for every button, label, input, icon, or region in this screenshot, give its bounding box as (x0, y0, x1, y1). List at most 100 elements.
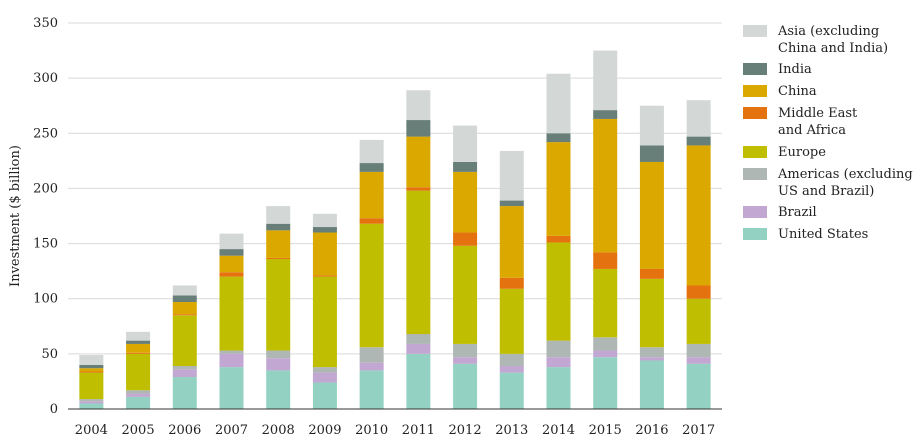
bar-segment (126, 393, 151, 397)
bar-segment (312, 227, 337, 233)
bar-segment (359, 163, 384, 172)
bar-segment (266, 206, 291, 224)
bar-segment (406, 90, 431, 121)
y-axis-ticks: 0 50 100 150 200 250 300 350 (33, 16, 58, 417)
bar-segment (79, 399, 104, 402)
bar-segment (219, 249, 244, 256)
bar-segment (359, 223, 384, 348)
legend-swatch (743, 63, 767, 75)
bar-segment (312, 275, 337, 277)
bar-segment (219, 367, 244, 409)
x-tick-label: 2008 (262, 423, 295, 438)
y-tick-label: 300 (33, 71, 58, 86)
bar-segment (453, 245, 478, 344)
bar-segment (546, 142, 571, 236)
y-tick-label: 350 (33, 16, 58, 31)
bar-segment (172, 285, 197, 296)
bar-segment (453, 343, 478, 358)
bar-segment (79, 372, 104, 400)
bar-segment (266, 358, 291, 371)
grid-lines (68, 22, 722, 355)
bar-segment (453, 171, 478, 233)
bar-segment (406, 353, 431, 409)
bar-segment (79, 371, 104, 373)
bar-segment (639, 105, 664, 146)
bar-segment (266, 230, 291, 258)
bar-segment (406, 136, 431, 188)
y-tick-label: 100 (33, 292, 58, 307)
bar-segment (312, 232, 337, 276)
bar-segment (79, 354, 104, 365)
bar-segment (546, 357, 571, 368)
bar-segment (499, 365, 524, 373)
bar-segment (172, 377, 197, 409)
legend-label: Europe (778, 145, 826, 160)
bar-segment (593, 268, 618, 338)
x-tick-label: 2006 (168, 423, 201, 438)
bar-segment (686, 145, 711, 286)
bar-segment (546, 367, 571, 409)
bar-segment (546, 242, 571, 341)
legend-label: Asia (excluding (777, 24, 879, 39)
bar-segment (359, 362, 384, 371)
bar-segment (126, 331, 151, 341)
y-tick-label: 200 (33, 181, 58, 196)
bar-segment (499, 288, 524, 354)
bar-segment (639, 357, 664, 361)
legend-label-line2: US and Brazil) (778, 184, 874, 199)
bar-segment (266, 370, 291, 409)
legend-label-line2: China and India) (778, 41, 888, 56)
legend-swatch (743, 228, 767, 240)
bar-segment (453, 125, 478, 162)
bar-segment (639, 268, 664, 279)
bar-segment (126, 352, 151, 354)
bar-segment (593, 252, 618, 269)
x-tick-label: 2016 (635, 423, 668, 438)
bar-segment (266, 257, 291, 260)
bar-segment (639, 347, 664, 358)
x-tick-label: 2014 (542, 423, 575, 438)
legend-label: Brazil (778, 205, 817, 220)
bar-segment (406, 187, 431, 191)
bar-segment (686, 363, 711, 409)
legend-label: United States (778, 227, 868, 242)
bar-segment (453, 363, 478, 409)
bar-segment (546, 133, 571, 143)
bar-segment (546, 235, 571, 243)
x-axis-ticks: 2004 2005 2006 2007 2008 2009 2010 2011 2012 2013… (75, 423, 715, 438)
bar-segment (79, 401, 104, 404)
bar-segment (126, 396, 151, 409)
bar-segment (359, 171, 384, 219)
x-tick-label: 2011 (402, 423, 435, 438)
bar-segment (219, 276, 244, 351)
bar-segment (686, 357, 711, 364)
legend-label: Americas (excluding (777, 167, 913, 182)
legend-label: Middle East (778, 106, 858, 121)
bar-segment (686, 136, 711, 146)
bar-segment (453, 357, 478, 364)
bar-segment (686, 298, 711, 344)
bar-segment (79, 368, 104, 372)
bar-segment (79, 403, 104, 409)
bar-segment (172, 369, 197, 378)
bar-segment (172, 302, 197, 315)
y-axis-label: Investment ($ billion) (8, 145, 23, 287)
bar-segment (499, 277, 524, 289)
y-tick-label: 150 (33, 237, 58, 252)
bar-segment (686, 285, 711, 299)
bar-segment (359, 139, 384, 164)
bar-segment (312, 372, 337, 383)
x-tick-label: 2004 (75, 423, 108, 438)
y-tick-label: 250 (33, 126, 58, 141)
bar-segment (126, 340, 151, 344)
bar-segment (639, 161, 664, 269)
bar-segment (126, 390, 151, 394)
bar-segment (406, 190, 431, 335)
legend-swatch (743, 25, 767, 37)
bar-segment (593, 357, 618, 409)
bar-segment (359, 347, 384, 363)
bar-segment (79, 364, 104, 369)
bar-segment (312, 382, 337, 409)
bar-segment (639, 278, 664, 348)
